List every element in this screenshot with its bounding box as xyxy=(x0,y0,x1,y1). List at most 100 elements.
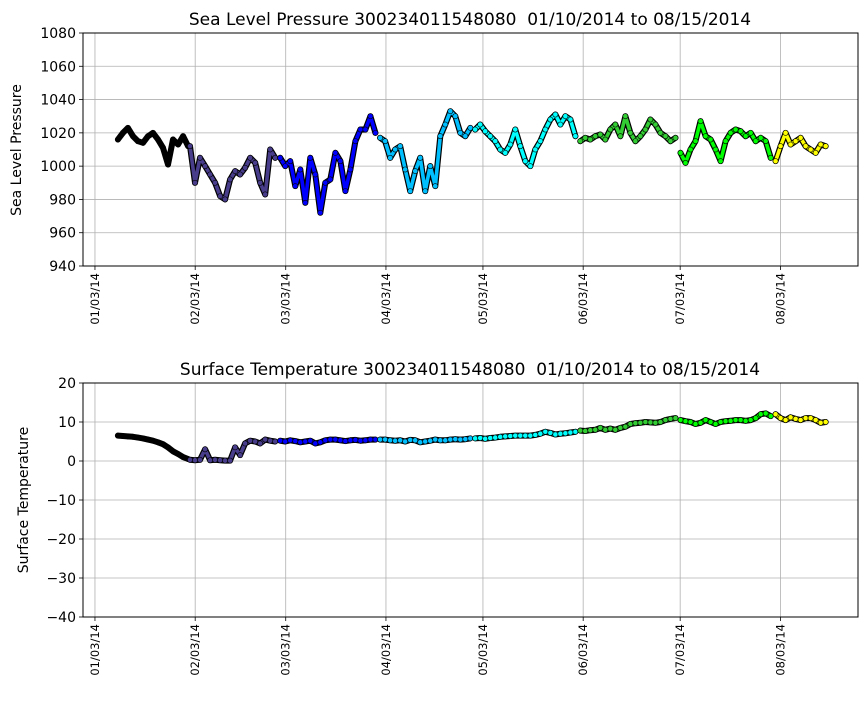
x-tick-label: 06/03/14 xyxy=(576,624,590,676)
data-point xyxy=(522,158,529,165)
data-point xyxy=(697,419,704,426)
x-tick-label: 03/03/14 xyxy=(279,273,293,325)
data-point xyxy=(407,437,414,443)
series-jun xyxy=(577,113,679,145)
data-point xyxy=(627,421,634,427)
data-point xyxy=(747,129,754,136)
data-point xyxy=(155,439,161,446)
data-point xyxy=(267,437,274,444)
series-jan xyxy=(114,124,192,168)
y-tick-label: 1040 xyxy=(40,93,76,109)
y-axis-label: Surface Temperature xyxy=(16,427,32,573)
data-point xyxy=(507,141,514,148)
data-point xyxy=(787,141,794,148)
data-point xyxy=(487,133,494,140)
data-point xyxy=(257,440,264,447)
data-point xyxy=(772,158,779,165)
data-point xyxy=(277,437,284,444)
x-tick-label: 06/03/14 xyxy=(576,273,590,325)
data-point xyxy=(422,438,429,445)
data-point xyxy=(787,414,794,421)
data-point xyxy=(422,188,429,195)
series-apr xyxy=(377,108,474,195)
data-point xyxy=(732,126,739,133)
y-tick-label: 1060 xyxy=(40,59,76,75)
data-point xyxy=(712,421,719,427)
data-point xyxy=(347,437,354,444)
data-point xyxy=(342,188,349,195)
data-point xyxy=(542,126,549,133)
data-point xyxy=(537,430,544,437)
data-point xyxy=(672,134,679,141)
data-point xyxy=(302,438,309,445)
data-point xyxy=(467,124,474,131)
y-tick-label: 10 xyxy=(58,415,76,431)
data-point xyxy=(527,163,534,170)
data-point xyxy=(232,444,239,451)
x-tick-label: 01/03/14 xyxy=(88,273,102,325)
data-point xyxy=(367,113,374,120)
chart-title: Surface Temperature 300234011548080 01/1… xyxy=(180,360,760,380)
x-tick-label: 05/03/14 xyxy=(476,624,490,676)
data-point xyxy=(187,456,193,463)
data-point xyxy=(175,141,181,148)
data-point xyxy=(267,146,274,153)
data-point xyxy=(292,438,299,445)
x-tick-label: 01/03/14 xyxy=(88,624,102,676)
data-point xyxy=(737,128,744,135)
data-point xyxy=(782,417,789,423)
data-point xyxy=(572,133,579,140)
x-tick-label: 07/03/14 xyxy=(673,624,687,676)
data-point xyxy=(272,154,279,161)
data-point xyxy=(652,419,659,426)
series-jul xyxy=(677,118,774,166)
data-point xyxy=(192,457,198,464)
data-point xyxy=(227,176,234,183)
data-point xyxy=(482,435,489,442)
series-aug xyxy=(772,411,829,426)
data-point xyxy=(115,432,121,439)
data-point xyxy=(792,138,799,145)
data-point xyxy=(527,432,534,439)
data-point xyxy=(537,138,544,145)
x-tick-label: 04/03/14 xyxy=(379,273,393,325)
data-point xyxy=(140,139,146,146)
data-point xyxy=(677,417,684,423)
data-point xyxy=(145,436,151,443)
data-point xyxy=(342,438,349,445)
data-point xyxy=(757,134,764,141)
y-tick-label: 980 xyxy=(49,192,76,208)
data-point xyxy=(687,146,694,153)
data-point xyxy=(482,128,489,135)
series-jun xyxy=(577,415,679,434)
data-point xyxy=(165,444,171,451)
data-point xyxy=(297,166,304,173)
data-point xyxy=(697,118,704,125)
data-point xyxy=(717,158,724,165)
data-point xyxy=(427,163,434,170)
data-point xyxy=(207,457,213,464)
series-mar xyxy=(277,436,379,447)
data-point xyxy=(592,133,599,140)
data-point xyxy=(202,446,208,453)
data-point xyxy=(507,433,514,439)
data-point xyxy=(402,166,409,173)
data-point xyxy=(477,435,484,441)
data-point xyxy=(312,171,319,178)
data-point xyxy=(472,126,479,133)
data-point xyxy=(212,179,218,186)
data-point xyxy=(252,438,259,445)
data-point xyxy=(417,439,424,446)
data-point xyxy=(502,149,509,156)
data-point xyxy=(587,136,594,143)
data-point xyxy=(617,133,624,140)
sea-level-pressure-chart: Sea Level Pressure 300234011548080 01/10… xyxy=(9,10,859,325)
y-tick-label: −10 xyxy=(46,493,76,509)
data-point xyxy=(562,113,569,120)
data-point xyxy=(812,149,819,156)
data-point xyxy=(372,129,379,136)
data-point xyxy=(442,121,449,128)
data-point xyxy=(802,143,809,150)
data-point xyxy=(647,419,654,426)
data-point xyxy=(130,433,136,440)
